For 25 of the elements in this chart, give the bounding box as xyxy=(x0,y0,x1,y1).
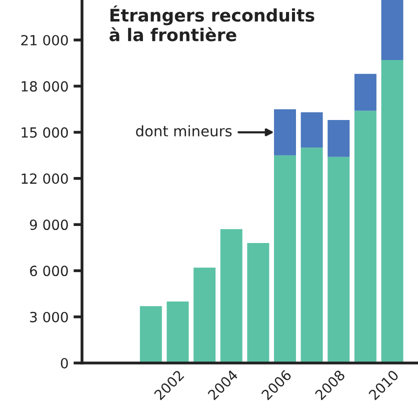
bar xyxy=(274,155,296,363)
y-tick-label: 15 000 xyxy=(22,127,68,138)
bar xyxy=(354,110,376,363)
y-tick-label: 3 000 xyxy=(30,312,68,322)
bar xyxy=(328,120,350,157)
bar xyxy=(328,156,350,363)
bar xyxy=(247,243,270,363)
y-tick-label: 0 xyxy=(60,358,68,368)
bar xyxy=(274,109,296,156)
bar xyxy=(381,0,404,60)
bar xyxy=(166,301,189,363)
bar xyxy=(194,268,216,363)
bar xyxy=(300,112,323,148)
bar xyxy=(300,148,323,363)
y-tick-label: 18 000 xyxy=(22,81,68,92)
annotation: dont mineurs xyxy=(136,125,232,137)
bar xyxy=(140,306,162,363)
text: Étrangers reconduits à la frontière xyxy=(110,5,314,42)
bar xyxy=(381,60,404,363)
bar xyxy=(220,229,242,363)
bar xyxy=(354,74,376,111)
y-tick-label: 21 000 xyxy=(21,34,68,46)
y-tick-label: 9 000 xyxy=(30,220,68,230)
y-tick-label: 6 000 xyxy=(30,266,68,276)
y-tick-label: 12 000 xyxy=(22,173,68,184)
